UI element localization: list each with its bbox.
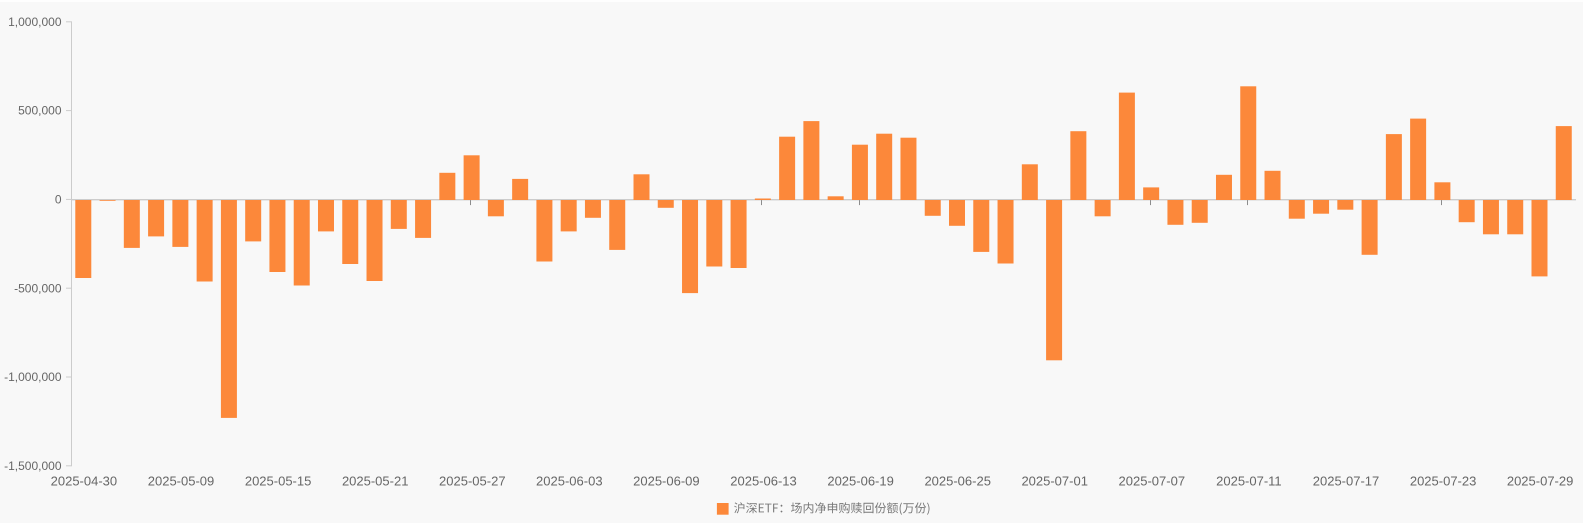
svg-text:2025-05-15: 2025-05-15 — [245, 474, 312, 489]
svg-text:2025-06-09: 2025-06-09 — [633, 474, 700, 489]
svg-text:2025-07-07: 2025-07-07 — [1119, 474, 1186, 489]
svg-text:2025-04-30: 2025-04-30 — [51, 474, 118, 489]
svg-text:2025-05-21: 2025-05-21 — [342, 474, 409, 489]
svg-text:-500,000: -500,000 — [14, 281, 62, 295]
svg-text:1,000,000: 1,000,000 — [8, 15, 62, 29]
svg-text:2025-06-13: 2025-06-13 — [730, 474, 797, 489]
svg-text:2025-07-23: 2025-07-23 — [1410, 474, 1477, 489]
svg-text:2025-07-01: 2025-07-01 — [1021, 474, 1088, 489]
svg-text:2025-05-27: 2025-05-27 — [439, 474, 506, 489]
svg-text:2025-05-09: 2025-05-09 — [148, 474, 215, 489]
svg-text:-1,000,000: -1,000,000 — [4, 370, 62, 384]
svg-text:0: 0 — [55, 193, 62, 207]
svg-text:-1,500,000: -1,500,000 — [4, 459, 62, 473]
svg-text:2025-07-11: 2025-07-11 — [1216, 474, 1282, 489]
svg-text:2025-06-25: 2025-06-25 — [924, 474, 991, 489]
svg-text:2025-06-03: 2025-06-03 — [536, 474, 603, 489]
svg-text:2025-06-19: 2025-06-19 — [827, 474, 894, 489]
svg-text:2025-07-17: 2025-07-17 — [1313, 474, 1380, 489]
svg-text:500,000: 500,000 — [18, 104, 62, 118]
svg-text:2025-07-29: 2025-07-29 — [1507, 474, 1574, 489]
